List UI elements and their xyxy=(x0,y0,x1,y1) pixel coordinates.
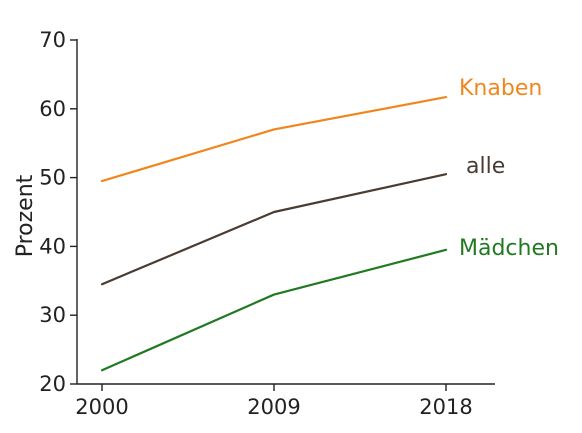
series-line-2 xyxy=(100,173,448,286)
x-tick-label: 2000 xyxy=(75,395,128,419)
y-tick-label: 30 xyxy=(39,303,66,327)
series-label-2: alle xyxy=(466,154,505,179)
y-tick-label: 50 xyxy=(39,166,66,190)
y-tick-label: 20 xyxy=(39,372,66,396)
y-tick-label: 60 xyxy=(39,97,66,121)
series-label-1: Knaben xyxy=(459,76,542,101)
x-tick-label: 2009 xyxy=(247,395,300,419)
x-tick-label: 2018 xyxy=(419,395,472,419)
y-tick-label: 40 xyxy=(39,234,66,258)
series-line-1 xyxy=(100,96,448,183)
y-tick-label: 70 xyxy=(39,28,66,52)
series-line-3 xyxy=(100,248,448,372)
series-label-3: Mädchen xyxy=(459,236,559,261)
y-axis-title: Prozent xyxy=(13,174,38,257)
